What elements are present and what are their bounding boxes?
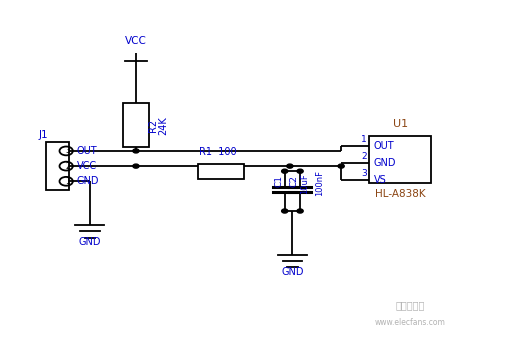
Circle shape	[282, 209, 288, 213]
Circle shape	[133, 149, 139, 153]
Text: 1: 1	[361, 135, 367, 144]
Text: OUT: OUT	[373, 141, 394, 151]
Text: C1: C1	[274, 176, 283, 187]
Circle shape	[287, 164, 293, 168]
Text: R1  100: R1 100	[199, 147, 237, 157]
Text: 3: 3	[65, 146, 70, 155]
Bar	[369, 136, 431, 183]
Bar	[123, 103, 149, 147]
Text: www.elecfans.com: www.elecfans.com	[375, 318, 446, 327]
Text: VS: VS	[373, 175, 386, 185]
Text: 电子发烧友: 电子发烧友	[396, 300, 425, 311]
Text: GND: GND	[373, 158, 396, 168]
Text: 100nF: 100nF	[315, 170, 325, 196]
Text: HL-A838K: HL-A838K	[375, 188, 425, 199]
Text: GND: GND	[78, 237, 101, 247]
Text: C2: C2	[289, 176, 299, 187]
Text: 10uF: 10uF	[300, 173, 309, 194]
Text: 2: 2	[362, 152, 367, 161]
Circle shape	[297, 209, 303, 213]
Text: OUT: OUT	[77, 146, 97, 156]
Text: J1: J1	[39, 130, 48, 140]
Bar	[46, 142, 69, 190]
Text: U1: U1	[392, 119, 408, 129]
Circle shape	[338, 164, 344, 168]
Circle shape	[133, 164, 139, 168]
Text: GND: GND	[281, 267, 304, 277]
Text: 1: 1	[65, 177, 70, 186]
Text: 3: 3	[361, 168, 367, 178]
Text: 24K: 24K	[158, 116, 168, 135]
Text: R2: R2	[148, 119, 158, 132]
Text: VCC: VCC	[125, 36, 147, 46]
Circle shape	[297, 169, 303, 173]
Text: 2: 2	[65, 162, 70, 171]
Text: GND: GND	[77, 176, 100, 186]
Circle shape	[282, 169, 288, 173]
Text: VCC: VCC	[77, 161, 97, 171]
Bar	[198, 164, 244, 179]
